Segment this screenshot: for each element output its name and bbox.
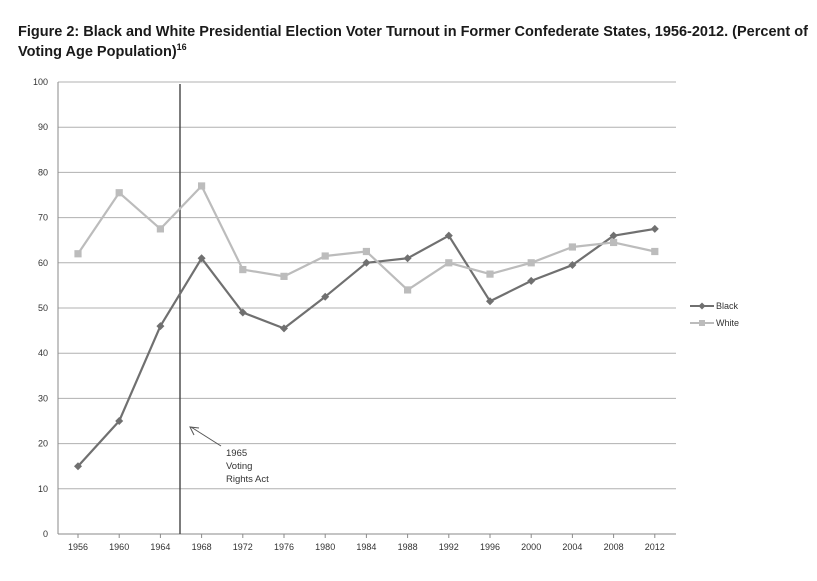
legend-marker-black — [698, 302, 706, 310]
legend: Black White — [690, 301, 739, 328]
x-tick-label: 1972 — [233, 542, 253, 552]
data-point-white — [115, 189, 123, 197]
data-point-black — [486, 297, 494, 306]
data-point-black — [156, 322, 165, 331]
annotation-arrow-shaft — [190, 426, 222, 447]
data-point-white — [156, 225, 164, 233]
y-tick-label: 80 — [38, 167, 48, 177]
x-tick-label: 2004 — [562, 542, 582, 552]
y-tick-label: 90 — [38, 122, 48, 132]
x-tick-label: 1980 — [315, 542, 335, 552]
x-tick-label: 1964 — [150, 542, 170, 552]
data-point-white — [404, 286, 412, 294]
data-point-white — [486, 270, 494, 278]
x-tick-label: 1984 — [356, 542, 376, 552]
legend-label-black: Black — [716, 301, 739, 311]
chart-title: Figure 2: Black and White Presidential E… — [18, 22, 808, 62]
x-tick-label: 1988 — [398, 542, 418, 552]
x-axis-ticks: 1956 1960 1964 1968 1972 1976 1980 1984 1988 1992… — [68, 534, 665, 552]
data-point-black — [238, 308, 247, 317]
data-point-white — [239, 265, 247, 274]
data-point-white — [74, 250, 82, 258]
x-tick-label: 1960 — [109, 542, 129, 552]
annotation-text: 1965 — [226, 448, 247, 459]
y-tick-label: 60 — [38, 258, 48, 268]
x-tick-label: 1956 — [68, 542, 88, 552]
data-point-black — [568, 261, 577, 270]
x-tick-label: 2008 — [604, 542, 624, 552]
footnote-marker: 16 — [176, 42, 187, 52]
x-tick-label: 1976 — [274, 542, 294, 552]
data-point-black — [609, 231, 618, 240]
annotation-arrow-head — [189, 426, 200, 436]
gridlines — [58, 81, 676, 490]
y-tick-label: 70 — [38, 213, 48, 223]
data-point-black — [197, 254, 206, 263]
data-point-black — [74, 462, 82, 471]
y-tick-label: 0 — [43, 529, 48, 539]
data-point-white — [610, 238, 618, 247]
data-point-white — [280, 272, 288, 280]
annotation-text: Voting — [226, 461, 252, 472]
data-point-white — [651, 247, 659, 256]
series-line-white — [77, 184, 656, 292]
data-point-black — [115, 417, 124, 425]
data-point-white — [568, 243, 576, 251]
y-tick-label: 30 — [38, 393, 48, 403]
data-point-black — [403, 254, 412, 263]
x-tick-label: 2012 — [645, 542, 665, 552]
y-tick-label: 100 — [33, 77, 48, 87]
x-tick-label: 1968 — [192, 542, 212, 552]
data-point-white — [527, 259, 535, 267]
y-tick-label: 20 — [38, 439, 48, 449]
series-group — [74, 182, 659, 471]
data-point-black — [280, 324, 288, 333]
data-point-white — [362, 247, 370, 256]
chart-title-text: Figure 2: Black and White Presidential E… — [18, 24, 808, 60]
y-tick-label: 40 — [38, 348, 48, 358]
y-axis-ticks: 0 10 20 30 40 50 60 70 80 90 100 — [33, 77, 48, 539]
annotation-text: Rights Act — [226, 474, 269, 485]
annotation-group: 1965 Voting Rights Act — [189, 426, 269, 485]
data-point-black — [321, 292, 330, 301]
axes — [57, 82, 676, 535]
data-point-black — [650, 224, 659, 233]
x-tick-label: 2000 — [521, 542, 541, 552]
legend-marker-white — [699, 320, 705, 326]
data-point-black — [362, 258, 371, 267]
y-tick-label: 10 — [38, 484, 48, 494]
data-point-black — [527, 276, 536, 285]
x-tick-label: 1992 — [439, 542, 459, 552]
data-point-white — [198, 182, 206, 190]
data-point-white — [321, 252, 329, 260]
data-point-white — [445, 259, 453, 267]
data-point-black — [444, 231, 453, 240]
y-tick-label: 50 — [38, 303, 48, 313]
legend-label-white: White — [716, 318, 739, 328]
x-tick-label: 1996 — [480, 542, 500, 552]
